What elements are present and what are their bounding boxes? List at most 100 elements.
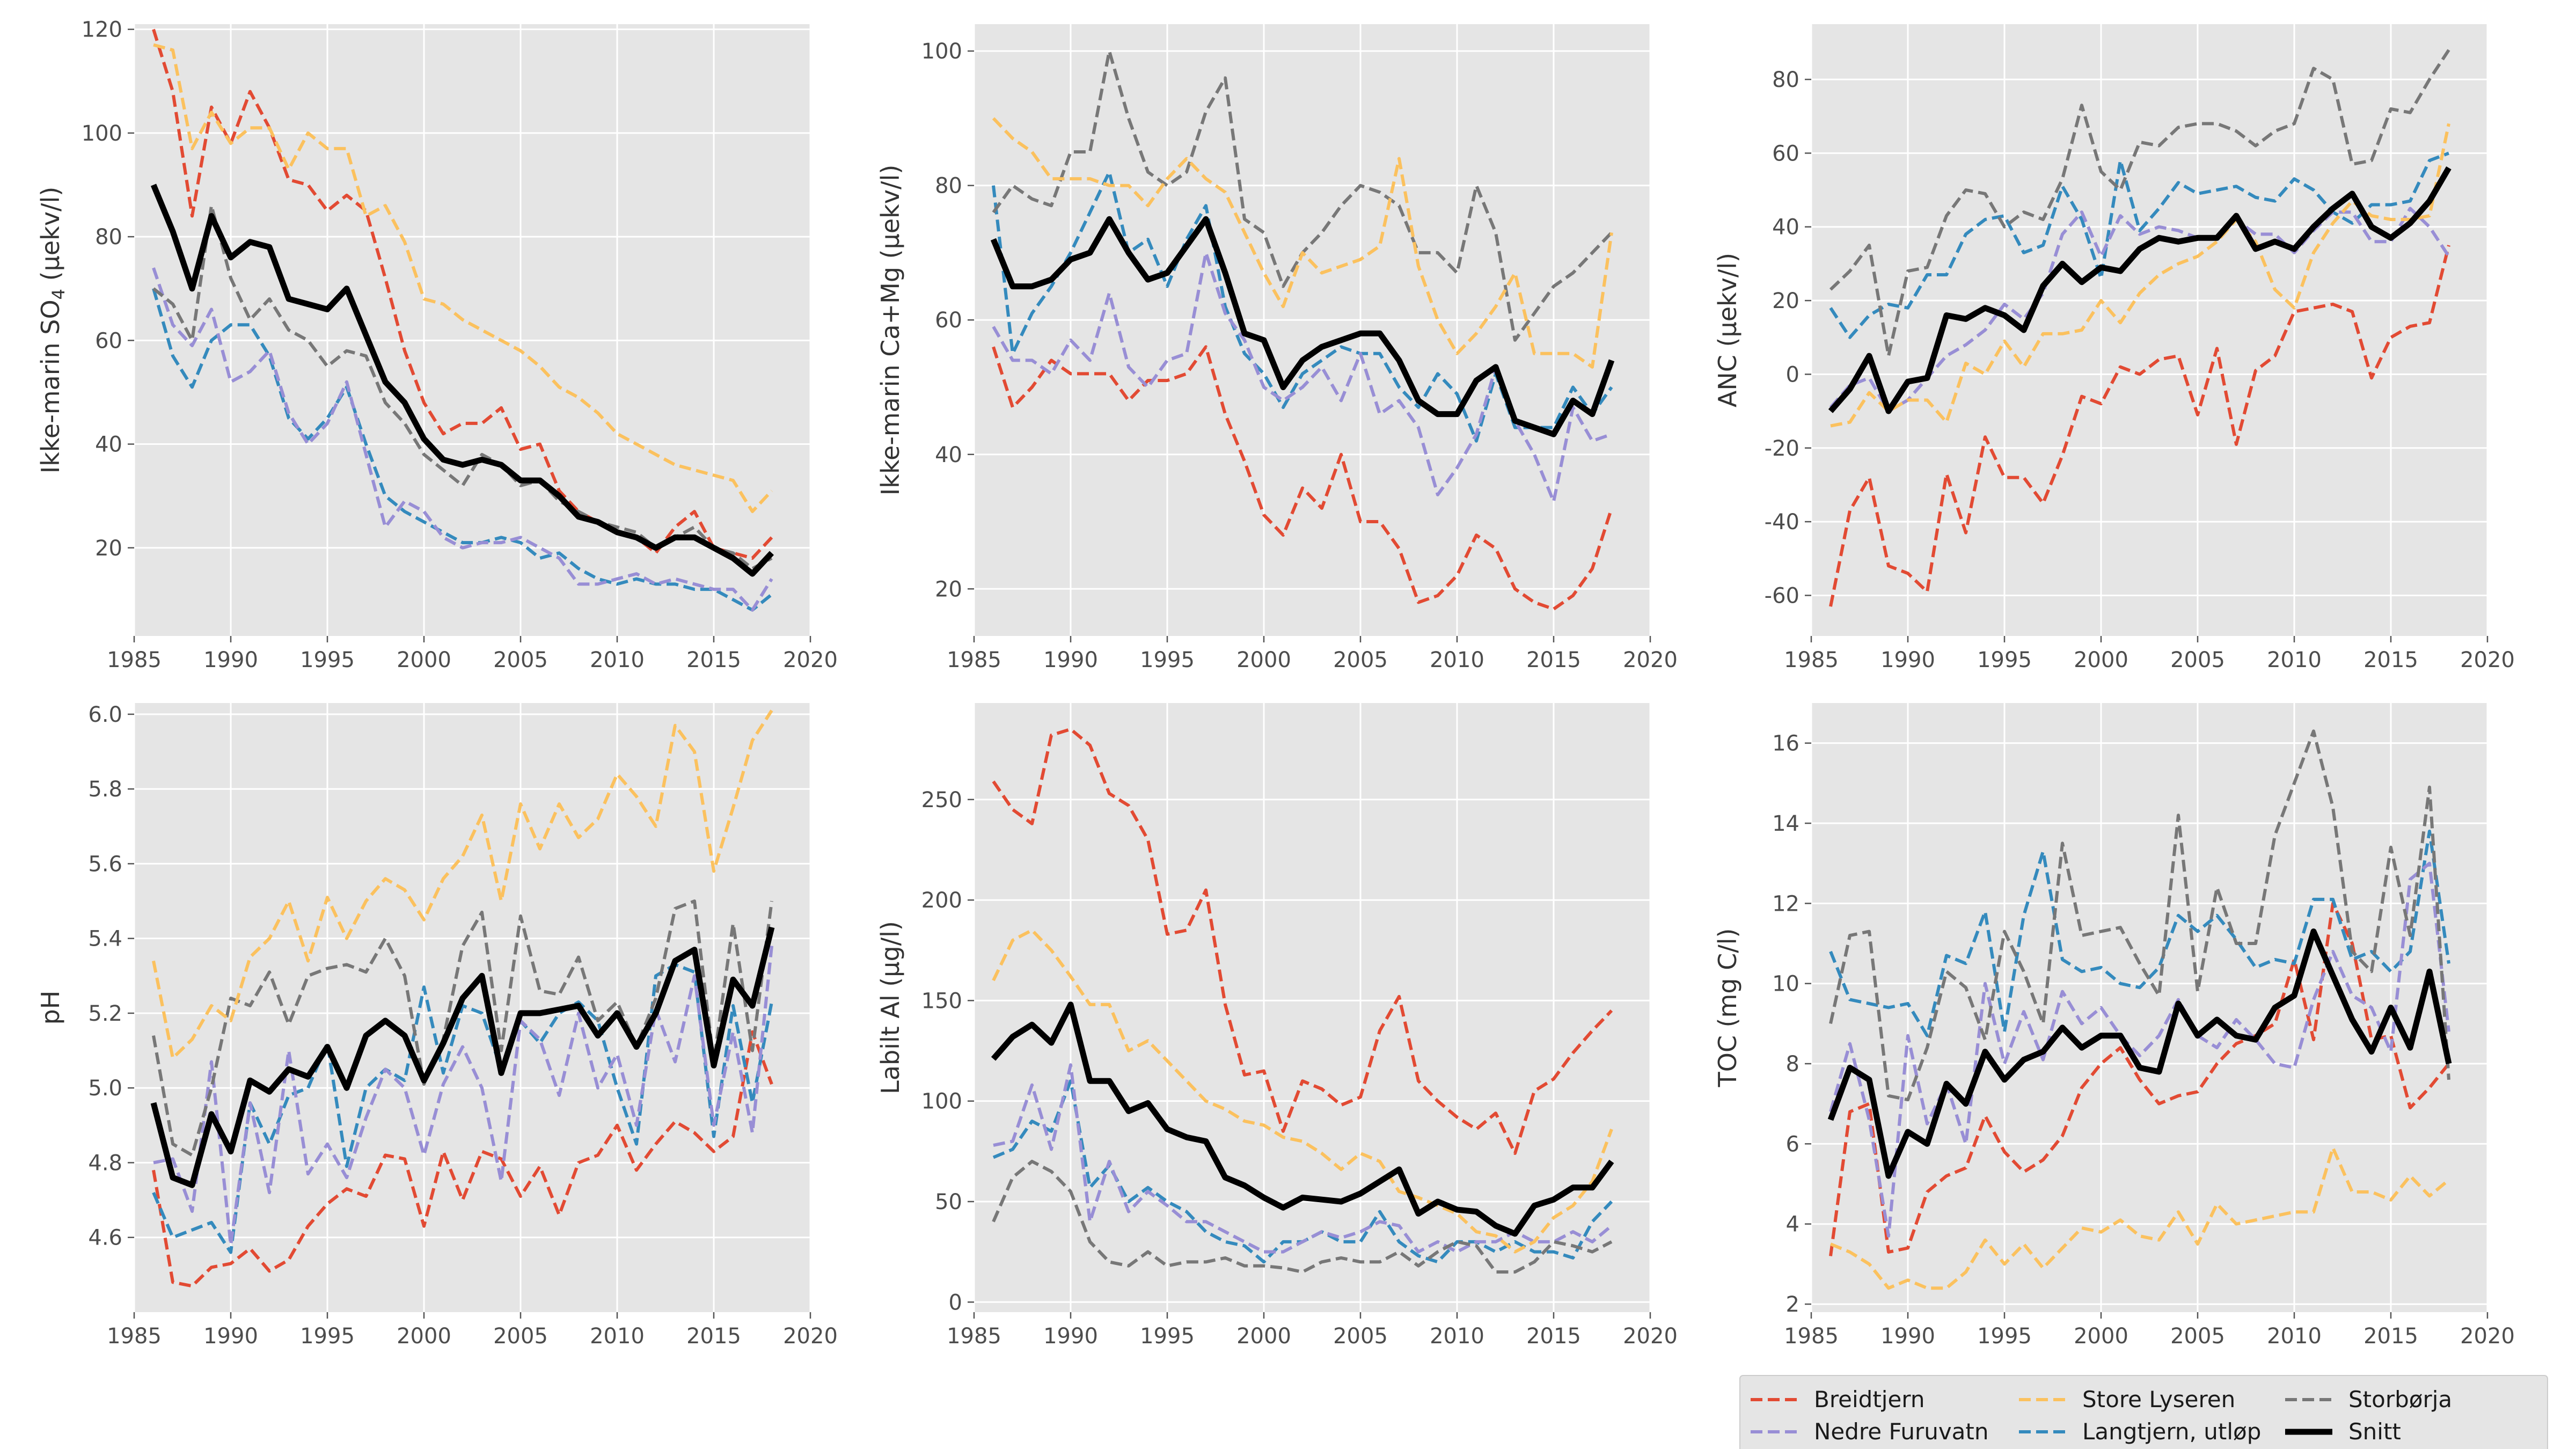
legend-label-langtjern: Langtjern, utløp [2082, 1418, 2261, 1445]
x-tick-label: 2005 [493, 648, 548, 672]
x-tick-label: 2000 [1236, 648, 1291, 672]
chart-panel-1: 1985 1990 1995 2000 2005 2010 2015 202020406080… [36, 18, 838, 672]
x-tick-label: 2010 [2267, 648, 2322, 672]
y-tick-label: 5.8 [88, 777, 122, 802]
y-tick-label: 14 [1772, 811, 1799, 836]
x-tick-label: 2015 [686, 648, 741, 672]
x-tick-label: 2000 [2074, 648, 2128, 672]
y-tick-label: 2 [1786, 1292, 1799, 1317]
series-line-storborja [1829, 49, 2450, 358]
x-tick-label: 1990 [1880, 648, 1935, 672]
plot-background [1811, 703, 2487, 1312]
series-line-breidtjern [152, 28, 773, 560]
series-line-lyseren [1829, 1146, 2450, 1290]
y-axis-label-main: Ikke-marin Ca+Mg (µekv/l) [876, 165, 905, 496]
series-line-breidtjern [1829, 902, 2450, 1256]
x-tick-label: 2000 [397, 648, 451, 672]
series-line-snitt [991, 1001, 1614, 1237]
y-tick-label: 150 [921, 989, 962, 1013]
series-line-storborja [1829, 729, 2450, 1102]
x-tick-label: 2015 [1526, 1324, 1581, 1349]
x-tick-label: 2005 [1333, 648, 1388, 672]
legend-label-breidtjern: Breidtjern [1814, 1386, 1924, 1413]
y-tick-label: 60 [95, 328, 122, 353]
series-line-breidtjern [992, 345, 1613, 611]
y-tick-label: 4 [1786, 1212, 1799, 1237]
x-tick-label: 2015 [2363, 648, 2418, 672]
x-tick-label: 1995 [300, 648, 355, 672]
y-tick-label: 40 [935, 443, 962, 467]
y-tick-label: 100 [921, 1089, 962, 1114]
legend-label-nedre: Nedre Furuvatn [1814, 1418, 1989, 1445]
chart-panel-2: 1985 1990 1995 2000 2005 2010 2015 202020406080… [876, 24, 1678, 672]
chart-panel-4: 1985 1990 1995 2000 2005 2010 2015 2020 4.6 4.8 5.… [36, 702, 838, 1349]
series-line-breidtjern [1829, 245, 2450, 607]
y-tick-label: -40 [1765, 510, 1799, 535]
x-tick-label: 2015 [1526, 648, 1581, 672]
x-tick-label: 2020 [1623, 648, 1678, 672]
x-tick-label: 2010 [590, 648, 645, 672]
x-tick-label: 1990 [1043, 648, 1098, 672]
x-tick-label: 2005 [2170, 648, 2225, 672]
series-line-snitt [150, 184, 774, 577]
plot-background [974, 24, 1650, 636]
x-tick-label: 1985 [107, 1324, 162, 1349]
y-tick-label: 6.0 [88, 702, 122, 727]
y-axis-label: pH [36, 991, 65, 1025]
y-tick-label: 5.4 [88, 927, 122, 952]
series-line-langtjern [152, 288, 773, 612]
x-tick-label: 1990 [203, 648, 258, 672]
series-line-lyseren [153, 43, 773, 514]
series-line-lyseren [152, 709, 773, 1060]
y-tick-label: -60 [1765, 583, 1799, 608]
y-tick-label: 12 [1772, 891, 1799, 916]
series-line-langtjern [1829, 829, 2450, 1037]
legend: Breidtjern Nedre Furuvatn Store Lyseren Lan… [1739, 1375, 2548, 1449]
legend-box [1739, 1375, 2548, 1449]
series-line-nedre [152, 267, 773, 612]
y-tick-label: 8 [1786, 1052, 1799, 1077]
x-tick-label: 2010 [590, 1324, 645, 1349]
x-tick-label: 2020 [2460, 648, 2515, 672]
x-tick-label: 1990 [203, 1324, 258, 1349]
plot-background [1811, 24, 2487, 636]
x-tick-label: 2000 [1236, 1324, 1291, 1349]
y-axis-label: ANC (µekv/l) [1713, 253, 1742, 407]
x-tick-label: 1995 [1140, 648, 1195, 672]
y-tick-label: -20 [1765, 436, 1799, 461]
series-line-nedre [153, 946, 773, 1247]
x-tick-label: 2020 [1623, 1324, 1678, 1349]
x-tick-label: 2015 [686, 1324, 741, 1349]
y-tick-label: 5.0 [88, 1076, 122, 1101]
x-tick-label: 2010 [1430, 1324, 1484, 1349]
x-tick-label: 2020 [783, 648, 838, 672]
y-tick-label: 40 [95, 433, 122, 457]
y-tick-label: 20 [1772, 289, 1799, 313]
y-tick-label: 5.6 [88, 852, 122, 876]
series-line-breidtjern [992, 727, 1613, 1155]
x-tick-label: 2000 [2074, 1324, 2128, 1349]
x-tick-label: 1985 [107, 648, 162, 672]
x-tick-label: 2000 [397, 1324, 451, 1349]
series-line-breidtjern [152, 1030, 773, 1288]
y-tick-label: 40 [1772, 215, 1799, 240]
y-tick-label: 4.8 [88, 1151, 122, 1175]
y-tick-label: 0 [949, 1290, 962, 1315]
y-axis-label-main: Ikke-marin SO [36, 299, 65, 473]
plot-background [974, 703, 1650, 1312]
x-tick-label: 1985 [947, 648, 1001, 672]
legend-label-storborja: Storbørja [2348, 1386, 2452, 1413]
series-line-nedre [993, 1063, 1613, 1254]
x-tick-label: 2005 [2170, 1324, 2225, 1349]
y-axis-label-unit: (µekv/l) [36, 187, 65, 289]
y-tick-label: 10 [1772, 972, 1799, 997]
series-line-snitt [1827, 928, 2452, 1179]
y-tick-label: 80 [1772, 68, 1799, 92]
legend-label-lyseren: Store Lyseren [2082, 1386, 2235, 1413]
y-tick-label: 4.6 [88, 1226, 122, 1250]
x-tick-label: 1985 [947, 1324, 1001, 1349]
y-tick-label: 100 [921, 39, 962, 64]
y-tick-label: 60 [935, 308, 962, 333]
plot-background [134, 24, 810, 636]
